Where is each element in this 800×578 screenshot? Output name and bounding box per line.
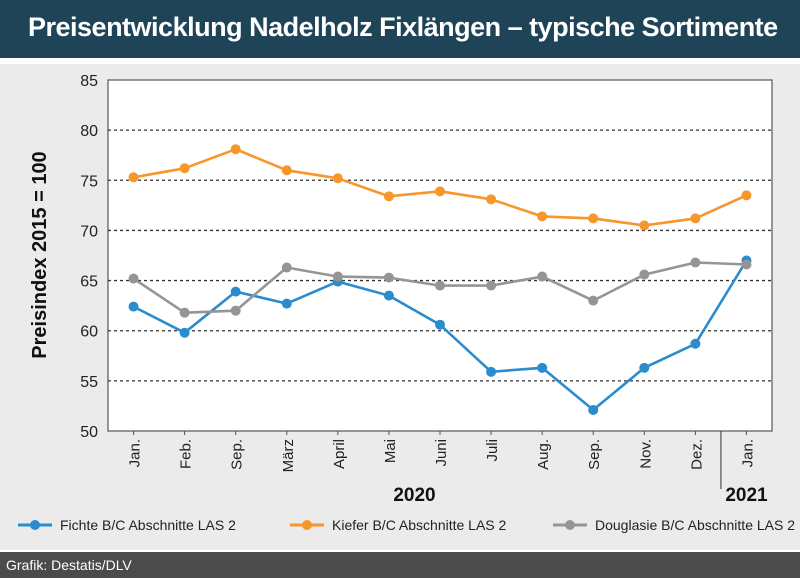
data-point bbox=[383, 272, 394, 283]
data-point bbox=[230, 305, 241, 316]
legend-label: Fichte B/C Abschnitte LAS 2 bbox=[60, 517, 236, 533]
data-point bbox=[128, 273, 139, 284]
data-point bbox=[383, 191, 394, 202]
data-point bbox=[332, 271, 343, 282]
y-tick-label: 60 bbox=[80, 324, 98, 341]
data-point bbox=[332, 173, 343, 184]
x-tick-label: Nov. bbox=[637, 439, 654, 469]
year-label: 2021 bbox=[725, 485, 768, 506]
year-labels: 2020 2021 bbox=[393, 431, 768, 506]
x-tick-label: Feb. bbox=[178, 439, 195, 469]
y-tick-label: 75 bbox=[80, 173, 98, 190]
y-tick-label: 65 bbox=[80, 274, 98, 291]
data-point bbox=[486, 194, 497, 205]
y-tick-label: 85 bbox=[80, 73, 98, 90]
data-point bbox=[639, 269, 650, 280]
data-point bbox=[179, 307, 190, 318]
data-point bbox=[281, 165, 292, 176]
legend: Fichte B/C Abschnitte LAS 2 Kiefer B/C Ab… bbox=[18, 517, 795, 533]
data-point bbox=[588, 295, 599, 306]
x-tick-label: Dez. bbox=[688, 439, 705, 470]
series-3 bbox=[128, 257, 752, 318]
data-point bbox=[486, 280, 497, 291]
data-point bbox=[128, 172, 139, 183]
x-tick-label: März bbox=[280, 439, 297, 472]
x-tick-label: Jan. bbox=[127, 439, 144, 467]
chart-area: 50 55 60 65 70 75 80 85 Preisindex 2015 = 100 J… bbox=[0, 64, 800, 550]
legend-label: Douglasie B/C Abschnitte LAS 2 bbox=[595, 517, 795, 533]
legend-swatch-marker bbox=[565, 520, 575, 530]
legend-item: Douglasie B/C Abschnitte LAS 2 bbox=[553, 517, 795, 533]
series-1 bbox=[128, 255, 752, 415]
legend-label: Kiefer B/C Abschnitte LAS 2 bbox=[332, 517, 507, 533]
y-axis-label: Preisindex 2015 = 100 bbox=[29, 151, 51, 358]
x-tick-label: April bbox=[331, 439, 348, 469]
data-point bbox=[179, 327, 190, 338]
data-point bbox=[741, 190, 752, 201]
data-point bbox=[179, 163, 190, 174]
chart-title: Preisentwicklung Nadelholz Fixlängen – t… bbox=[28, 12, 778, 42]
y-tick-label: 55 bbox=[80, 374, 98, 391]
data-point bbox=[588, 404, 599, 415]
data-point bbox=[537, 362, 548, 373]
legend-swatch-marker bbox=[302, 520, 312, 530]
x-tick-label: Juni bbox=[433, 439, 450, 467]
data-point bbox=[741, 259, 752, 270]
x-tick-labels: Jan. Feb. Sep. März April Mai Juni Juli Aug. Sep.… bbox=[127, 431, 756, 472]
data-point bbox=[588, 213, 599, 224]
y-tick-label: 80 bbox=[80, 123, 98, 140]
series-group bbox=[128, 144, 752, 415]
line-chart: 50 55 60 65 70 75 80 85 Preisindex 2015 = 100 J… bbox=[18, 73, 795, 533]
series-2 bbox=[128, 144, 752, 231]
x-tick-label: Sep. bbox=[229, 439, 246, 470]
data-point bbox=[230, 144, 241, 155]
data-point bbox=[486, 366, 497, 377]
title-bar: Preisentwicklung Nadelholz Fixlängen – t… bbox=[0, 0, 800, 58]
data-point bbox=[435, 280, 445, 291]
x-tick-label: Juli bbox=[484, 439, 501, 462]
data-point bbox=[690, 213, 701, 224]
source-bar: Grafik: Destatis/DLV bbox=[0, 552, 800, 578]
data-point bbox=[537, 271, 548, 282]
x-tick-label: Jan. bbox=[739, 439, 756, 467]
gridlines bbox=[108, 129, 772, 382]
data-point bbox=[690, 338, 701, 349]
data-point bbox=[230, 286, 241, 297]
data-point bbox=[128, 301, 139, 312]
year-label: 2020 bbox=[393, 485, 435, 506]
legend-swatch-marker bbox=[30, 520, 40, 530]
y-tick-label: 70 bbox=[80, 223, 98, 240]
source-credit: Grafik: Destatis/DLV bbox=[6, 557, 132, 573]
data-point bbox=[639, 362, 650, 373]
x-tick-label: Aug. bbox=[535, 439, 552, 470]
legend-item: Fichte B/C Abschnitte LAS 2 bbox=[18, 517, 236, 533]
data-point bbox=[281, 262, 292, 273]
x-tick-label: Sep. bbox=[586, 439, 603, 470]
legend-item: Kiefer B/C Abschnitte LAS 2 bbox=[290, 517, 507, 533]
data-point bbox=[383, 290, 394, 301]
x-tick-label: Mai bbox=[382, 439, 399, 463]
data-point bbox=[281, 298, 292, 309]
y-tick-label: 50 bbox=[80, 424, 98, 441]
data-point bbox=[435, 319, 445, 330]
data-point bbox=[639, 220, 650, 231]
plot-background bbox=[107, 79, 773, 432]
data-point bbox=[435, 186, 445, 197]
y-tick-labels: 50 55 60 65 70 75 80 85 bbox=[80, 73, 98, 441]
data-point bbox=[690, 257, 701, 268]
data-point bbox=[537, 211, 548, 222]
